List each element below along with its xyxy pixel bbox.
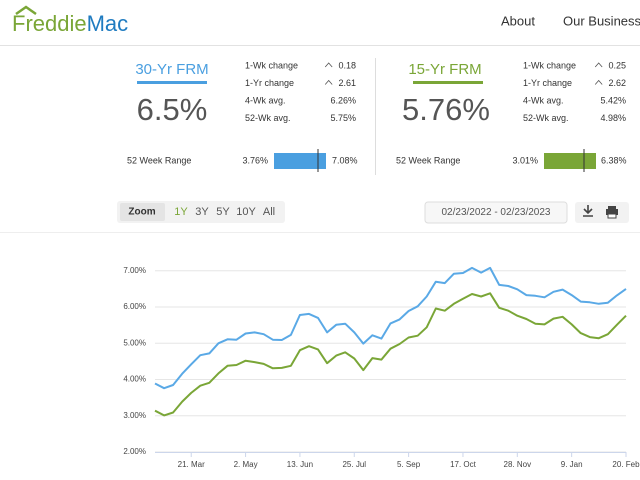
range-button[interactable]: 3Y	[195, 206, 209, 218]
date-range-box[interactable]	[424, 201, 568, 224]
rate: 6.5%	[137, 92, 208, 127]
y-tick-label: 3.00%	[123, 411, 146, 420]
title-underline	[137, 81, 207, 84]
up-arrow	[594, 62, 603, 68]
series-line	[154, 292, 627, 417]
stat-value: 0.18	[338, 60, 356, 70]
stat-label: 1-Yr change	[245, 78, 294, 88]
logo-first: Freddie	[12, 11, 87, 36]
series-line	[154, 266, 627, 390]
stat-value: 2.62	[608, 78, 626, 88]
zoom-label: Zoom	[128, 207, 155, 218]
export-group	[575, 202, 629, 223]
x-tick-label: 9. Jan	[561, 460, 583, 469]
stat-label: 52-Wk avg.	[245, 113, 291, 123]
nav-link[interactable]: About	[501, 13, 535, 28]
title-underline	[413, 81, 483, 84]
y-tick-label: 7.00%	[123, 266, 146, 275]
range-low: 3.76%	[242, 155, 268, 165]
x-tick-label: 25. Jul	[342, 460, 366, 469]
header	[0, 0, 640, 45]
stat-value: 5.42%	[600, 95, 626, 105]
download-button[interactable]	[583, 205, 593, 217]
range-high: 7.08%	[332, 155, 358, 165]
up-arrow	[324, 62, 333, 68]
card-title: 30-Yr FRM	[135, 61, 208, 78]
zoom-button[interactable]	[120, 203, 165, 221]
stat-label: 52-Wk avg.	[523, 113, 569, 123]
up-arrow	[324, 79, 333, 85]
y-tick-label: 5.00%	[123, 338, 146, 347]
stat-label: 1-Yr change	[523, 78, 572, 88]
stat-value: 0.25	[608, 60, 626, 70]
stat-label: 4-Wk avg.	[523, 95, 564, 105]
y-tick-label: 6.00%	[123, 302, 146, 311]
x-tick-label: 17. Oct	[450, 460, 477, 469]
stat-label: 1-Wk change	[523, 60, 576, 70]
range-buttons: 1Y 3Y 5Y 10Y All	[174, 206, 275, 218]
x-tick-label: 28. Nov	[504, 460, 532, 469]
x-tick-label: 20. Feb	[612, 460, 640, 469]
range-button[interactable]: All	[263, 206, 275, 218]
stat-value: 4.98%	[600, 113, 626, 123]
stat-label: 1-Wk change	[245, 60, 298, 70]
up-arrow	[594, 79, 603, 85]
print-button[interactable]	[606, 206, 618, 219]
date-range: 02/23/2022 - 02/23/2023	[442, 207, 551, 218]
x-tick-label: 2. May	[234, 460, 258, 469]
range-low: 3.01%	[512, 155, 538, 165]
logo-roof	[15, 5, 37, 16]
range-high: 6.38%	[601, 155, 627, 165]
nav-link[interactable]: Our Business	[563, 13, 640, 28]
range-label: 52 Week Range	[127, 155, 191, 165]
x-tick-label: 5. Sep	[397, 460, 421, 469]
chart: 2.00% 3.00% 4.00% 5.00% 6.00% 7.00% 21. Mar 2. …	[0, 232, 640, 469]
stat-value: 2.61	[338, 78, 356, 88]
range-label: 52 Week Range	[396, 155, 460, 165]
range-button[interactable]: 1Y	[174, 206, 188, 218]
logo[interactable]: FreddieMac	[12, 11, 128, 36]
stat-value: 6.26%	[330, 95, 356, 105]
range-bar	[274, 153, 326, 169]
stats: 1-Wk change 0.18 1-Yr change 2.61 4-Wk avg. 6…	[245, 60, 626, 123]
x-tick-label: 13. Jun	[287, 460, 313, 469]
y-tick-label: 4.00%	[123, 375, 146, 384]
range-button[interactable]: 10Y	[236, 206, 256, 218]
range-button[interactable]: 5Y	[216, 206, 230, 218]
x-tick-label: 21. Mar	[178, 460, 205, 469]
y-tick-label: 2.00%	[123, 447, 146, 456]
logo-second: Mac	[87, 11, 129, 36]
rate: 5.76%	[402, 92, 490, 127]
range-bar	[544, 153, 596, 169]
card-title: 15-Yr FRM	[408, 61, 481, 78]
stat-label: 4-Wk avg.	[245, 95, 286, 105]
stat-value: 5.75%	[330, 113, 356, 123]
